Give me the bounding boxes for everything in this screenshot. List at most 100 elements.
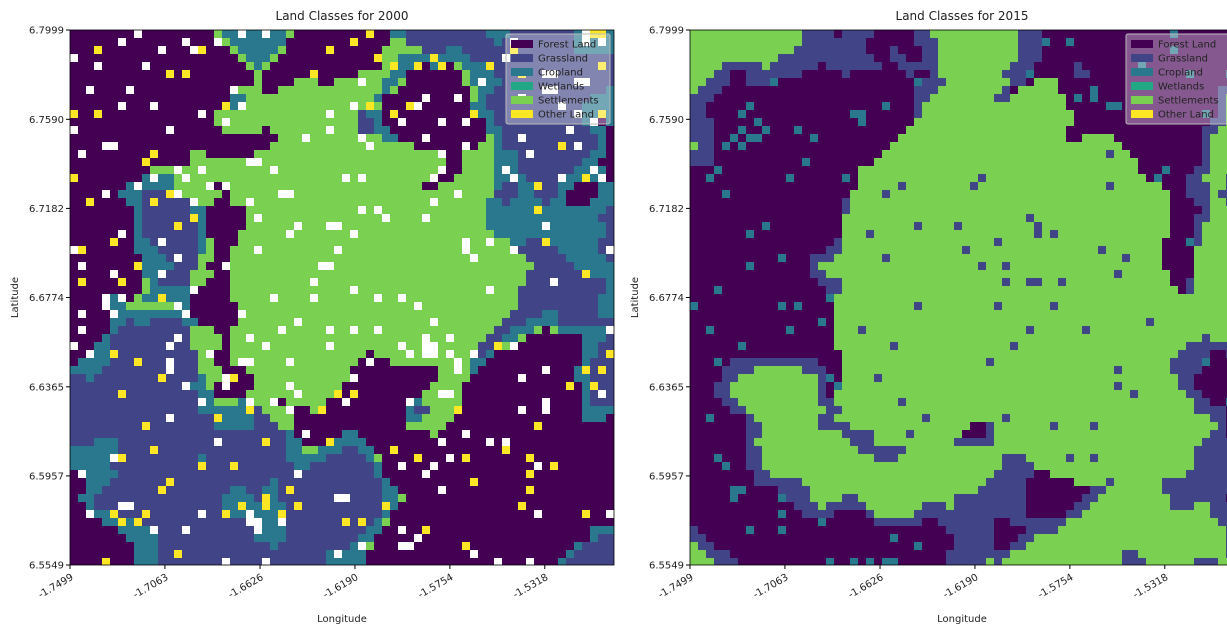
raster-cell — [406, 470, 414, 478]
raster-cell — [398, 182, 406, 190]
raster-cell — [222, 446, 230, 454]
raster-cell — [214, 278, 222, 286]
raster-cell — [190, 246, 198, 254]
raster-cell — [342, 286, 350, 294]
raster-cell — [126, 222, 134, 230]
raster-cell — [318, 422, 326, 430]
raster-cell — [858, 54, 866, 62]
raster-cell — [446, 478, 454, 486]
raster-cell — [246, 494, 254, 502]
raster-cell — [182, 550, 190, 558]
raster-cell — [382, 318, 390, 326]
raster-cell — [86, 454, 94, 462]
raster-cell — [582, 550, 590, 558]
raster-cell — [334, 198, 342, 206]
raster-cell — [382, 430, 390, 438]
raster-cell — [302, 414, 310, 422]
raster-cell — [318, 214, 326, 222]
raster-cell — [86, 470, 94, 478]
raster-cell — [414, 350, 422, 358]
raster-cell — [1050, 38, 1058, 46]
raster-cell — [174, 494, 182, 502]
raster-cell — [534, 238, 542, 246]
legend-swatch — [511, 110, 533, 118]
raster-cell — [94, 190, 102, 198]
raster-cell — [598, 470, 606, 478]
raster-cell — [406, 38, 414, 46]
raster-cell — [590, 206, 598, 214]
raster-cell — [86, 222, 94, 230]
raster-cell — [590, 158, 598, 166]
raster-cell — [598, 518, 606, 526]
raster-cell — [286, 406, 294, 414]
raster-cell — [518, 422, 526, 430]
raster-cell — [270, 462, 278, 470]
raster-cell — [382, 46, 390, 54]
raster-cell — [86, 214, 94, 222]
raster-cell — [158, 374, 166, 382]
raster-cell — [438, 342, 446, 350]
raster-cell — [166, 534, 174, 542]
raster-cell — [78, 126, 86, 134]
raster-cell — [550, 398, 558, 406]
raster-cell — [86, 406, 94, 414]
raster-cell — [446, 262, 454, 270]
raster-cell — [182, 478, 190, 486]
raster-cell — [150, 142, 158, 150]
raster-cell — [470, 206, 478, 214]
raster-cell — [110, 190, 118, 198]
raster-cell — [318, 486, 326, 494]
raster-cell — [534, 318, 542, 326]
raster-cell — [246, 86, 254, 94]
raster-cell — [358, 526, 366, 534]
raster-cell — [382, 86, 390, 94]
raster-cell — [110, 102, 118, 110]
raster-cell — [246, 70, 254, 78]
raster-cell — [486, 350, 494, 358]
raster-cell — [550, 438, 558, 446]
raster-cell — [1098, 38, 1106, 46]
raster-cell — [206, 454, 214, 462]
raster-cell — [454, 558, 462, 565]
raster-cell — [566, 214, 574, 222]
raster-cell — [174, 294, 182, 302]
raster-cell — [406, 486, 414, 494]
raster-cell — [382, 326, 390, 334]
raster-cell — [358, 214, 366, 222]
raster-cell — [690, 46, 698, 54]
raster-cell — [462, 118, 470, 126]
raster-cell — [430, 390, 438, 398]
raster-cell — [526, 174, 534, 182]
raster-cell — [118, 406, 126, 414]
raster-cell — [318, 246, 326, 254]
raster-cell — [142, 46, 150, 54]
raster-cell — [954, 54, 962, 62]
raster-cell — [166, 102, 174, 110]
raster-cell — [86, 238, 94, 246]
raster-cell — [342, 414, 350, 422]
raster-cell — [446, 78, 454, 86]
raster-cell — [350, 238, 358, 246]
raster-cell — [110, 86, 118, 94]
raster-cell — [166, 126, 174, 134]
raster-cell — [102, 222, 110, 230]
raster-cell — [126, 198, 134, 206]
raster-cell — [606, 206, 614, 214]
raster-cell — [166, 246, 174, 254]
raster-cell — [470, 286, 478, 294]
raster-cell — [534, 294, 542, 302]
raster-cell — [430, 310, 438, 318]
raster-cell — [110, 438, 118, 446]
raster-cell — [438, 510, 446, 518]
raster-cell — [278, 390, 286, 398]
raster-cell — [206, 142, 214, 150]
raster-cell — [302, 70, 310, 78]
raster-cell — [550, 470, 558, 478]
raster-cell — [126, 550, 134, 558]
raster-cell — [542, 294, 550, 302]
raster-cell — [770, 46, 778, 54]
raster-cell — [486, 382, 494, 390]
raster-cell — [574, 222, 582, 230]
raster-cell — [70, 102, 78, 110]
raster-cell — [318, 294, 326, 302]
